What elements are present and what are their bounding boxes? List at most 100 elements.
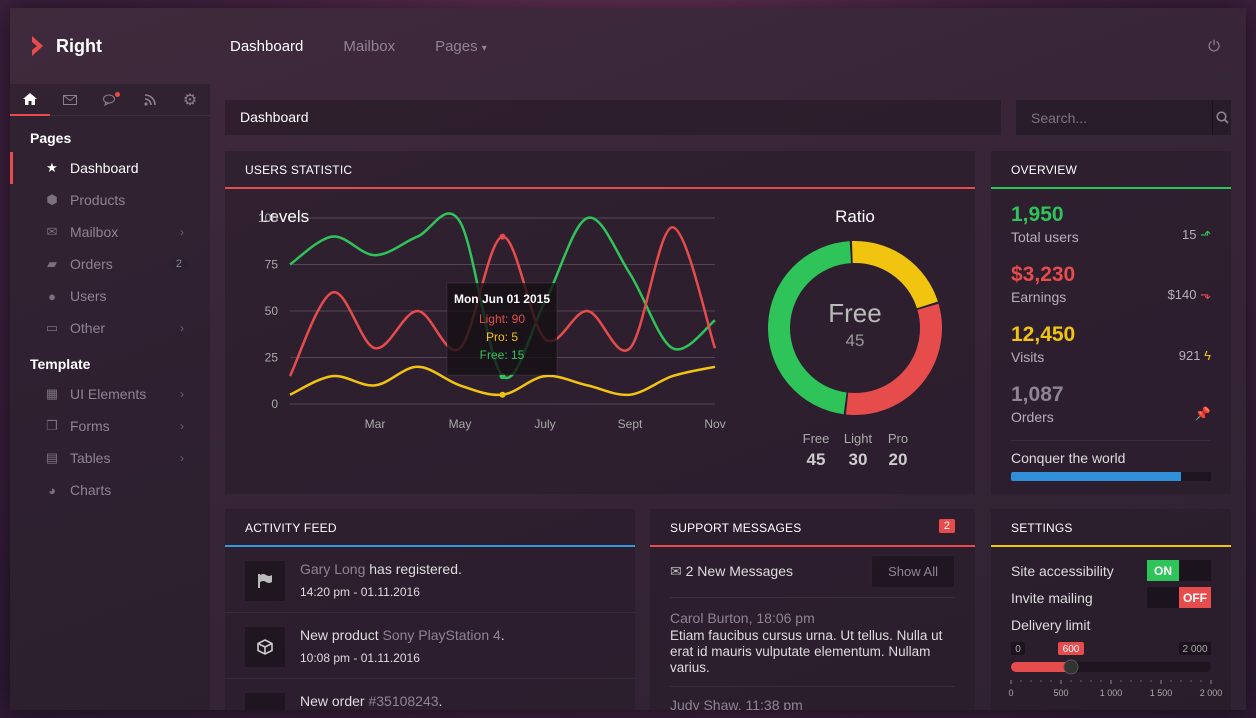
slider-max-label: 2 000 [1182, 644, 1207, 655]
activity-product-link[interactable]: Sony PlayStation 4 [382, 627, 501, 643]
y-tick-label: 75 [265, 258, 279, 272]
message-body: Etiam faucibus cursus urna. Ut tellus. N… [670, 628, 943, 675]
truck-icon: ▰ [47, 256, 57, 271]
overview-panel: OVERVIEW 1,950 Total users 15 ⬏ $3,230 E… [991, 151, 1231, 494]
message-author-line: Carol Burton, 18:06 pm [670, 610, 815, 626]
rss-icon[interactable] [130, 84, 170, 116]
setting-accessibility: Site accessibility ON [991, 557, 1231, 584]
activity-user-link[interactable]: Gary Long [300, 561, 366, 577]
slider-min-label: 0 [1015, 644, 1021, 655]
activity-pre: New order [300, 693, 369, 709]
goal-label: Conquer the world [1011, 450, 1126, 466]
orders-badge: 2 [169, 257, 188, 271]
series-line-light [288, 226, 717, 377]
new-messages-label: 2 New Messages [685, 563, 794, 579]
slider-fill [1011, 662, 1071, 672]
search-input[interactable] [1016, 109, 1212, 126]
legend-pro-value: 20 [889, 450, 908, 469]
activity-item: New order #35108243. [225, 679, 635, 710]
invite-toggle[interactable]: OFF [1147, 587, 1211, 608]
sidebar-item-dashboard[interactable]: ★ Dashboard [10, 152, 210, 184]
sidebar-item-label: Users [70, 288, 107, 304]
user-icon: ● [48, 288, 56, 304]
overview-visits: 12,450 Visits 921 ϟ [991, 323, 1231, 383]
sidebar-item-orders[interactable]: ▰ Orders 2 [10, 248, 210, 280]
sidebar-item-label: Mailbox [70, 224, 119, 240]
pin-icon[interactable]: 📌 [1194, 406, 1211, 421]
panel-title: OVERVIEW [991, 151, 1231, 189]
sidebar-item-label: Other [70, 320, 106, 336]
sidebar-item-charts[interactable]: ◕ Charts [10, 474, 210, 506]
slider-handle[interactable] [1063, 659, 1079, 675]
series-point-light [499, 233, 506, 240]
slider-scale-label: 1 000 [1100, 688, 1123, 698]
delivery-slider[interactable]: 0 2 000 600 0 500 1 000 1 500 2 000 [991, 638, 1231, 708]
sidebar-item-mailbox[interactable]: ✉ Mailbox › [10, 216, 210, 248]
activity-item: New product Sony PlayStation 4. 10:08 pm … [225, 613, 635, 679]
x-tick-label: July [534, 417, 555, 431]
notification-dot [115, 92, 120, 97]
power-icon[interactable]: ⏻ [1208, 38, 1220, 55]
table-icon: ▤ [45, 450, 59, 465]
accessibility-toggle[interactable]: ON [1147, 560, 1211, 581]
sidebar-item-label: Tables [70, 450, 111, 466]
activity-order-link[interactable]: #35108243 [368, 693, 439, 709]
sidebar-tabs: ⚙ [10, 84, 210, 116]
nav-dashboard[interactable]: Dashboard [230, 38, 304, 55]
earnings-value: $3,230 [1011, 263, 1076, 286]
activity-time: 14:20 pm - 01.11.2016 [300, 585, 420, 599]
logo[interactable]: Right [30, 34, 102, 58]
panel-title: SUPPORT MESSAGES [650, 509, 975, 547]
activity-pre: New product [300, 627, 383, 643]
activity-item: Gary Long has registered. 14:20 pm - 01.1… [225, 547, 635, 613]
cube-icon: ⬢ [46, 192, 58, 207]
nav-pages[interactable]: Pages ▾ [435, 38, 487, 55]
visits-change: 921 ϟ [1179, 348, 1211, 363]
comments-icon[interactable] [90, 84, 130, 116]
setting-invite: Invite mailing OFF [991, 584, 1231, 611]
envelope-icon: ✉ [46, 224, 58, 239]
top-nav: Dashboard Mailbox Pages ▾ [230, 38, 487, 55]
cart-icon [245, 693, 285, 710]
settings-panel: SETTINGS Site accessibility ON Invite ma… [991, 509, 1231, 710]
folder-icon: ▭ [45, 320, 59, 335]
donut-center-label: Free [828, 298, 881, 328]
series-point-pro [499, 391, 506, 398]
sidebar-item-forms[interactable]: ❐ Forms › [10, 410, 210, 442]
tooltip-free: Free: 15 [480, 348, 525, 362]
slider-value: 600 [1063, 644, 1080, 655]
sidebar-item-label: UI Elements [70, 386, 147, 402]
users-statistic-panel: USERS STATISTIC Levels Ratio 0 25 50 75 100 M… [225, 151, 975, 494]
nav-mailbox[interactable]: Mailbox [343, 38, 396, 55]
x-tick-label: Nov [704, 417, 725, 431]
visits-change-value: 921 [1178, 348, 1201, 363]
message-item[interactable]: Judy Shaw, 11:38 pm [670, 686, 955, 710]
pie-icon: ◕ [48, 482, 56, 498]
search-icon[interactable] [1212, 100, 1231, 135]
mail-icon[interactable] [50, 84, 90, 116]
message-time: 11:38 pm [745, 697, 803, 710]
x-tick-label: Mar [365, 417, 386, 431]
slider-scale-label: 0 [1008, 688, 1013, 698]
gear-icon[interactable]: ⚙ [182, 92, 198, 109]
message-item[interactable]: Carol Burton, 18:06 pm Etiam faucibus cu… [650, 598, 975, 676]
sidebar-item-other[interactable]: ▭ Other › [10, 312, 210, 344]
levels-chart: Levels Ratio 0 25 50 75 100 Mar May July Sept Nov… [258, 207, 942, 469]
y-tick-label: 50 [265, 304, 279, 318]
sidebar-item-products[interactable]: ⬢ Products [10, 184, 210, 216]
ratio-title: Ratio [835, 207, 875, 226]
show-all-button[interactable]: Show All [871, 555, 955, 588]
sidebar-item-ui-elements[interactable]: ▦ UI Elements › [10, 378, 210, 410]
legend-light-value: 30 [849, 450, 868, 469]
new-messages-row: ✉ 2 New Messages Show All [670, 547, 955, 598]
y-tick-label: 0 [271, 397, 278, 411]
panel-title: USERS STATISTIC [225, 151, 975, 189]
setting-label: Invite mailing [1011, 589, 1093, 606]
sidebar-item-tables[interactable]: ▤ Tables › [10, 442, 210, 474]
section-pages-title: Pages [30, 130, 72, 146]
grid-icon: ▦ [45, 386, 59, 401]
sidebar-item-users[interactable]: ● Users [10, 280, 210, 312]
home-icon[interactable] [10, 84, 50, 116]
legend-free-value: 45 [807, 450, 826, 469]
y-tick-label: 100 [258, 211, 278, 225]
